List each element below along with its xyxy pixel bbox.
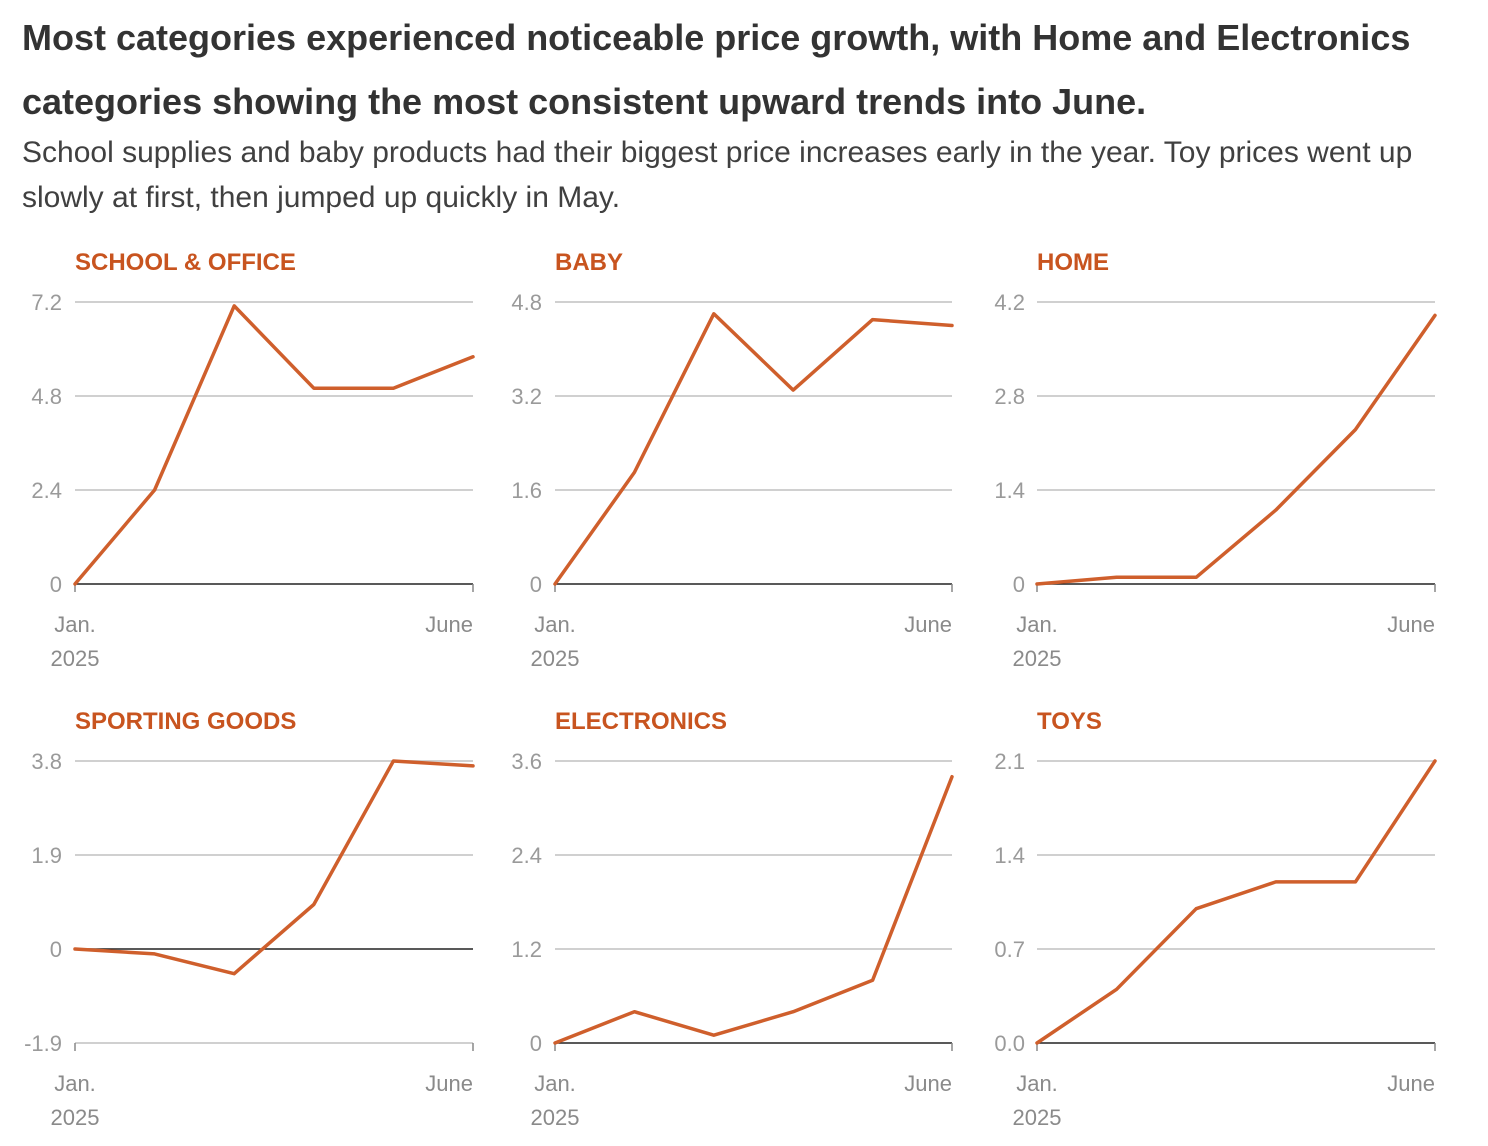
y-tick-label: -1.9	[24, 1031, 62, 1056]
y-tick-label: 0.7	[994, 937, 1025, 962]
y-tick-label: 0	[530, 1031, 542, 1056]
y-tick-label: 4.8	[511, 290, 542, 315]
y-tick-label: 3.8	[31, 749, 62, 774]
x-tick-label: Jan.	[534, 1071, 576, 1096]
x-tick-label: June	[425, 612, 473, 637]
x-tick-label: Jan.	[54, 1071, 96, 1096]
x-tick-label: June	[425, 1071, 473, 1096]
panel-title: SPORTING GOODS	[75, 708, 296, 735]
chart-subtitle: School supplies and baby products had th…	[22, 136, 1413, 214]
y-tick-label: 1.9	[31, 843, 62, 868]
series-line	[553, 312, 954, 586]
x-tick-label: Jan.	[1016, 1071, 1058, 1096]
x-tick-year-label: 2025	[531, 646, 580, 671]
y-tick-label: 0.0	[994, 1031, 1025, 1056]
panel-title: ELECTRONICS	[555, 708, 727, 735]
panel-title: SCHOOL & OFFICE	[75, 249, 296, 276]
x-tick-year-label: 2025	[531, 1105, 580, 1130]
y-tick-label: 1.4	[994, 478, 1025, 503]
y-tick-label: 4.2	[994, 290, 1025, 315]
x-tick-year-label: 2025	[51, 1105, 100, 1130]
y-tick-label: 0	[1013, 572, 1025, 597]
y-tick-label: 4.8	[31, 384, 62, 409]
x-tick-label: June	[904, 1071, 952, 1096]
y-tick-label: 0	[50, 572, 62, 597]
panel-home: HOME 0 1.4 2.8 4.2 Jan. 2025 June	[994, 249, 1437, 671]
series-line	[1035, 313, 1437, 586]
panel-title: HOME	[1037, 249, 1109, 276]
x-tick-label: June	[904, 612, 952, 637]
panel-school-office: SCHOOL & OFFICE 0 2.4 4.8 7.2 Jan. 2025 June	[31, 249, 475, 671]
panel-baby: BABY 0 1.6 3.2 4.8 Jan. 2025 June	[511, 249, 954, 671]
x-tick-year-label: 2025	[1013, 1105, 1062, 1130]
panel-title: BABY	[555, 249, 623, 276]
y-tick-label: 3.6	[511, 749, 542, 774]
x-tick-label: Jan.	[534, 612, 576, 637]
y-tick-label: 2.4	[31, 478, 62, 503]
x-tick-year-label: 2025	[51, 646, 100, 671]
y-tick-label: 1.2	[511, 937, 542, 962]
x-tick-label: June	[1387, 1071, 1435, 1096]
panel-toys: TOYS 0.0 0.7 1.4 2.1 Jan. 2025 June	[994, 708, 1437, 1130]
series-line	[73, 759, 475, 976]
series-line	[73, 304, 475, 586]
series-line	[553, 774, 954, 1045]
series-line	[1035, 759, 1437, 1045]
y-tick-label: 3.2	[511, 384, 542, 409]
x-tick-year-label: 2025	[1013, 646, 1062, 671]
panel-title: TOYS	[1037, 708, 1102, 735]
x-tick-label: Jan.	[54, 612, 96, 637]
x-tick-label: Jan.	[1016, 612, 1058, 637]
y-tick-label: 1.6	[511, 478, 542, 503]
y-tick-label: 1.4	[994, 843, 1025, 868]
y-tick-label: 2.8	[994, 384, 1025, 409]
x-tick-label: June	[1387, 612, 1435, 637]
y-tick-label: 7.2	[31, 290, 62, 315]
y-tick-label: 2.4	[511, 843, 542, 868]
chart-title: Most categories experienced noticeable p…	[22, 17, 1411, 122]
panel-electronics: ELECTRONICS 0 1.2 2.4 3.6 Jan. 2025 June	[511, 708, 954, 1130]
panel-sporting-goods: SPORTING GOODS -1.9 0 1.9 3.8 Jan. 2025 June	[24, 708, 475, 1130]
y-tick-label: 0	[50, 937, 62, 962]
y-tick-label: 0	[530, 572, 542, 597]
y-tick-label: 2.1	[994, 749, 1025, 774]
